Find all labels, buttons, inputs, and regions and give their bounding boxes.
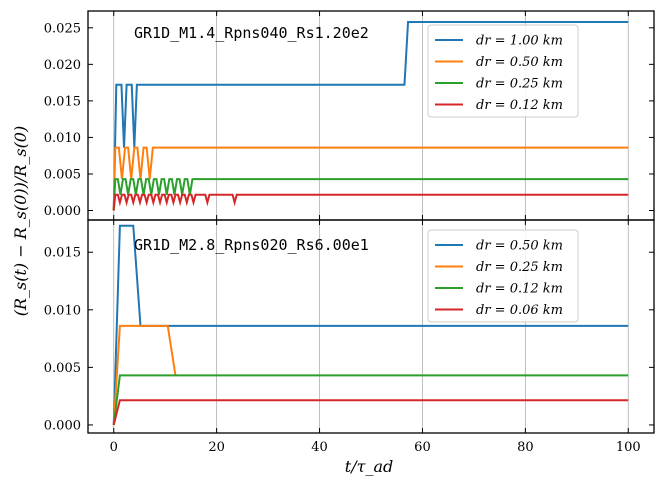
- x-tick-label: 60: [414, 440, 431, 455]
- chart-panel-top: 0.000 0.005 0.010 0.015 0.020 0.025 GR1D_M1.4_…: [44, 10, 655, 221]
- legend-entry: dr = 0.12 km: [476, 282, 563, 297]
- legend-entry: dr = 0.25 km: [476, 260, 563, 275]
- y-tick-label: 0.025: [44, 21, 81, 36]
- y-tick-label: 0.015: [44, 94, 81, 109]
- series-line: [112, 20, 629, 211]
- legend-entry: dr = 1.00 km: [476, 34, 563, 49]
- y-axis-label: (R_s(t) − R_s(0))/R_s(0): [11, 126, 30, 316]
- legend-box: [427, 229, 579, 323]
- legend-entry: dr = 0.12 km: [476, 98, 563, 113]
- legend-entry: dr = 0.06 km: [476, 303, 563, 318]
- legend: dr = 1.00 km dr = 0.50 km dr = 0.25 km dr =…: [427, 24, 579, 118]
- x-axis-label: t/τ_ad: [345, 457, 393, 476]
- x-tick-label: 100: [616, 440, 641, 455]
- x-tick-label: 0: [110, 440, 118, 455]
- series-line: [112, 399, 629, 426]
- panel-title: GR1D_M1.4_Rpns040_Rs1.20e2: [134, 24, 369, 42]
- chart-panel-bottom: 0 20 40 60 80 100 0.000 0.005 0.010 0.015 GR1D_M2.…: [44, 219, 655, 455]
- y-tick-label: 0.010: [44, 131, 81, 146]
- series-line: [112, 324, 177, 426]
- panel-title: GR1D_M2.8_Rpns020_Rs6.00e1: [134, 236, 369, 254]
- y-tick-label: 0.005: [44, 167, 81, 182]
- plot-frame: [87, 219, 655, 434]
- y-tick-label: 0.020: [44, 58, 81, 73]
- legend: dr = 0.50 km dr = 0.25 km dr = 0.12 km dr =…: [427, 229, 579, 323]
- series-line: [112, 146, 629, 211]
- series-line: [112, 193, 629, 211]
- series-line: [112, 178, 629, 211]
- y-tick-label: 0.000: [44, 418, 81, 433]
- y-tick-label: 0.015: [44, 246, 81, 261]
- y-tick-label: 0.000: [44, 204, 81, 219]
- series-line: [112, 224, 629, 425]
- y-tick-label: 0.005: [44, 361, 81, 376]
- legend-entry: dr = 0.25 km: [476, 77, 563, 92]
- legend-entry: dr = 0.50 km: [476, 55, 563, 70]
- legend-box: [427, 24, 579, 118]
- legend-entry: dr = 0.50 km: [476, 239, 563, 254]
- x-tick-label: 80: [517, 440, 534, 455]
- x-tick-label: 40: [311, 440, 328, 455]
- series-line: [112, 374, 629, 426]
- y-tick-label: 0.010: [44, 303, 81, 318]
- x-tick-label: 20: [208, 440, 225, 455]
